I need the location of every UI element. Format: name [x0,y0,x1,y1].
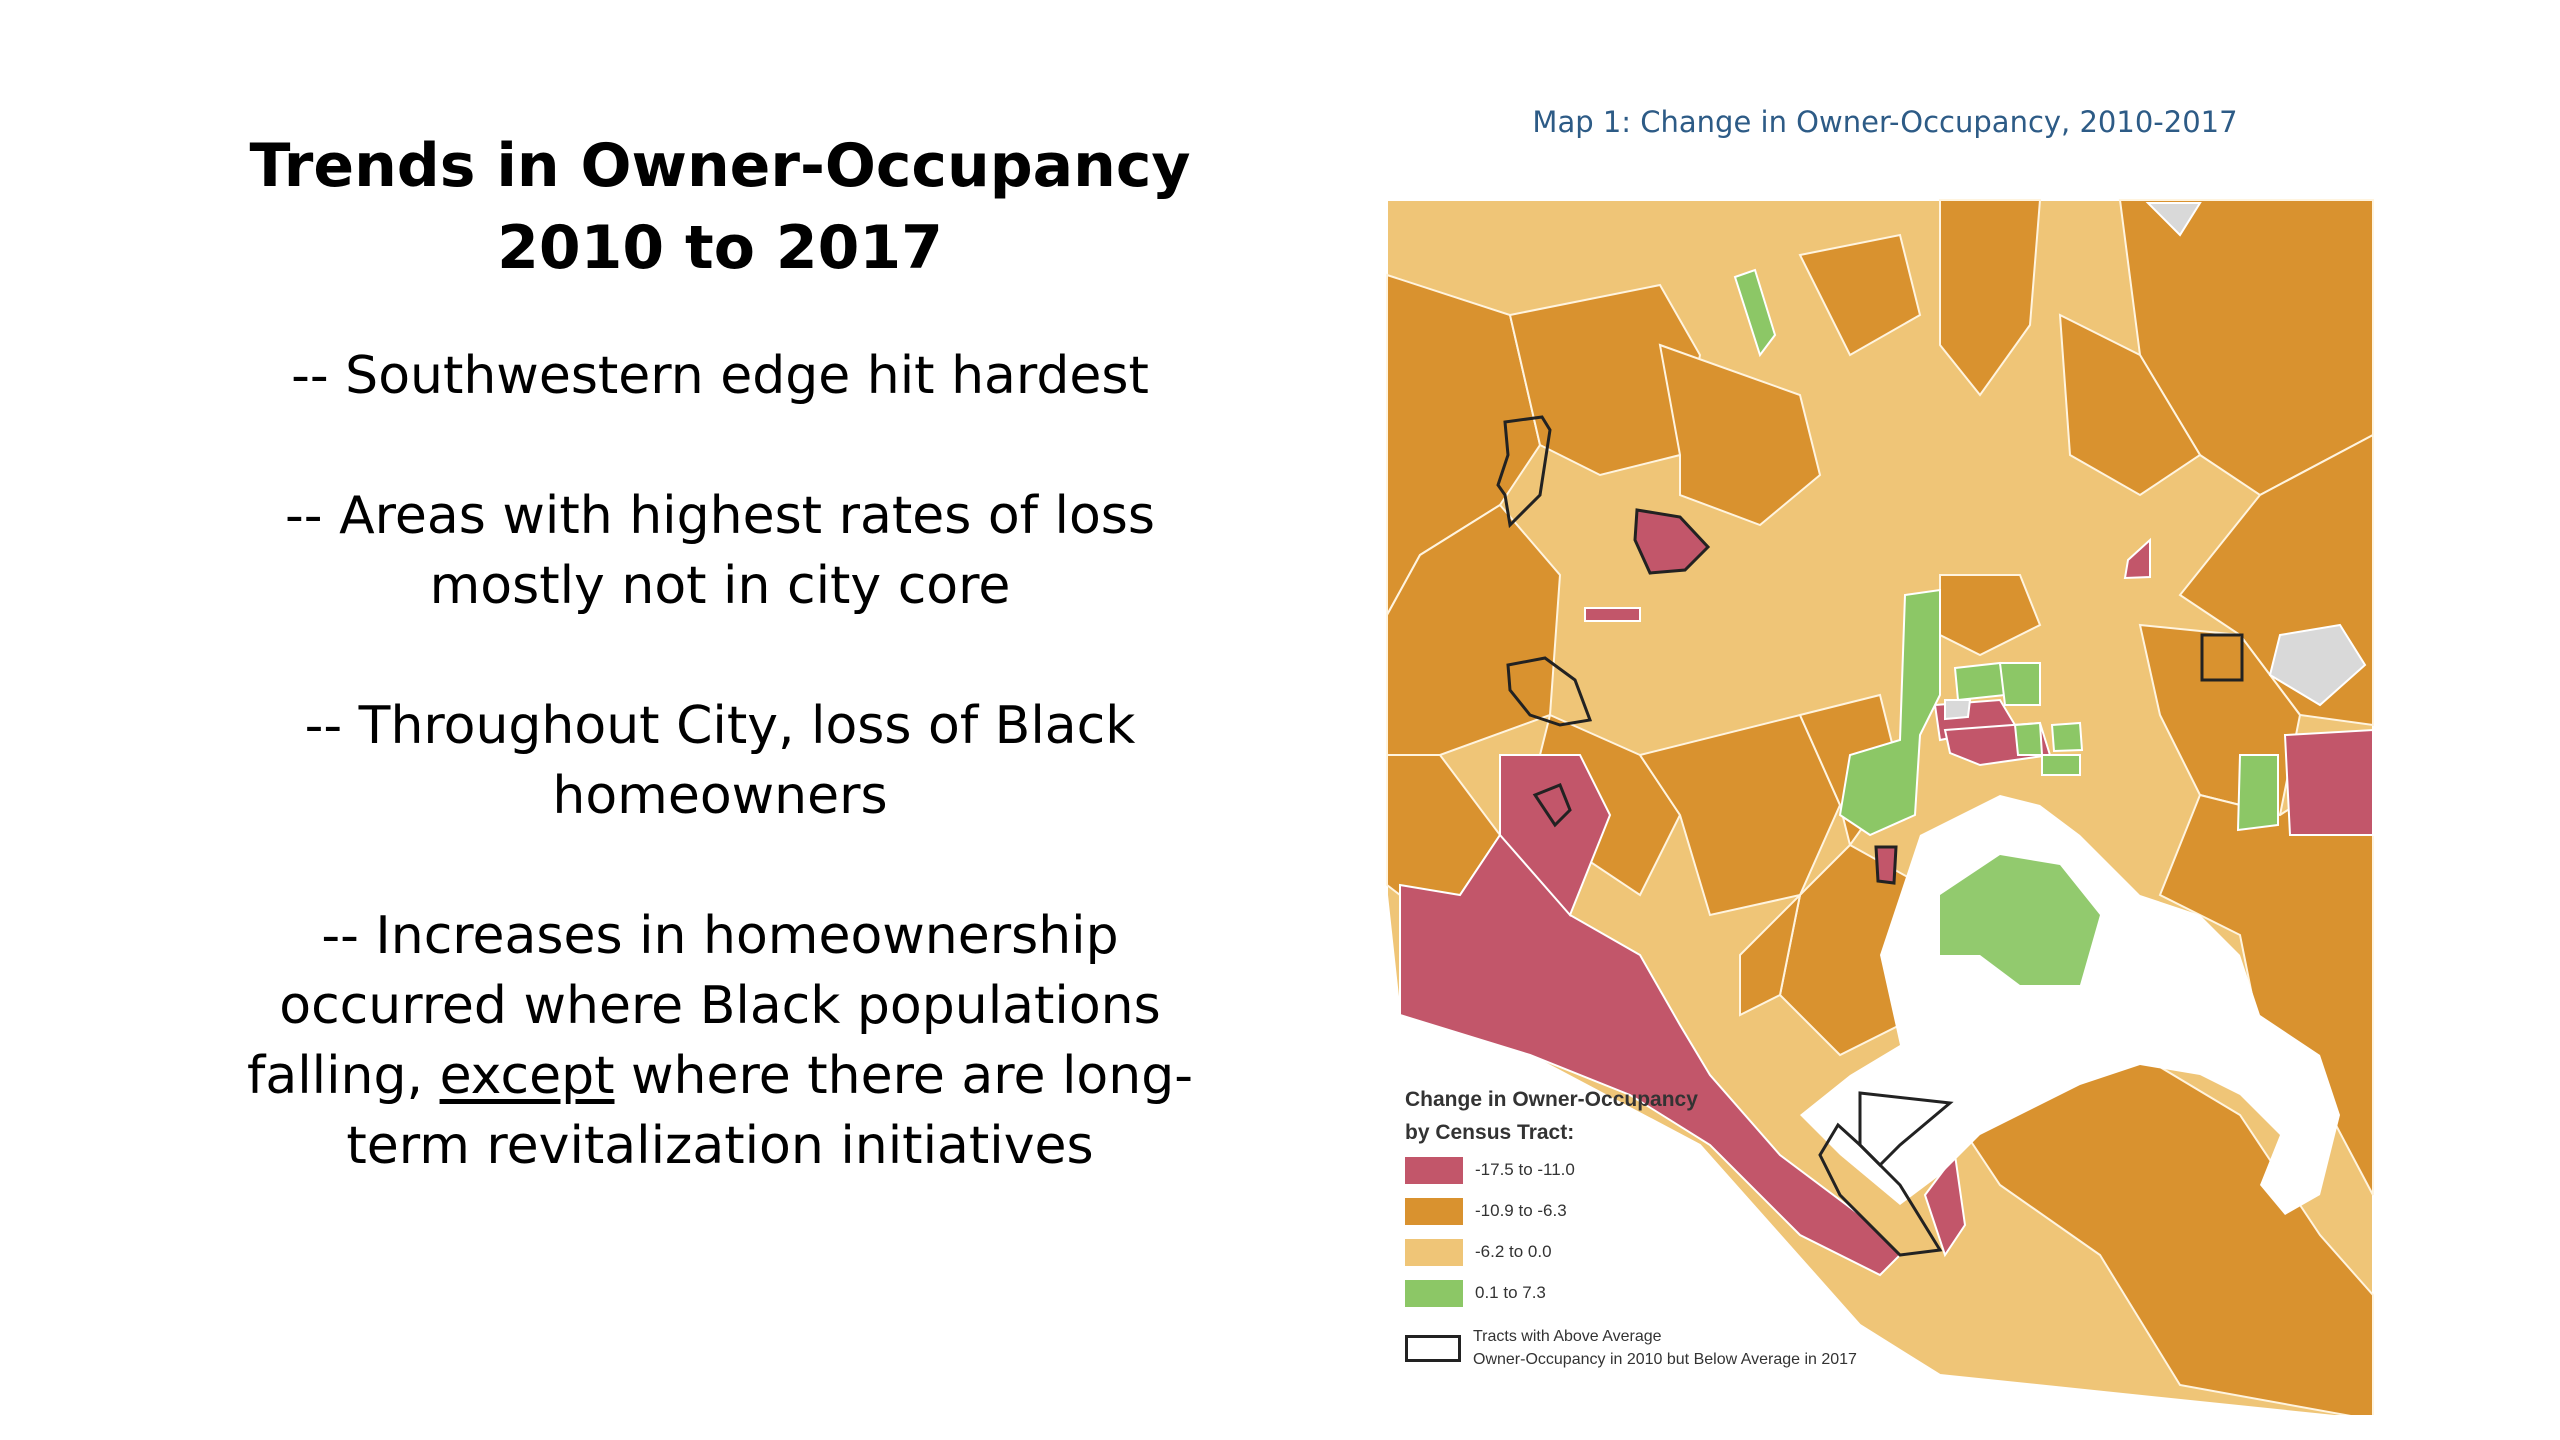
legend-outline-item: Tracts with Above Average Owner-Occupanc… [1405,1325,2005,1371]
slide-text-panel: Trends in Owner-Occupancy 2010 to 2017 -… [240,125,1200,1251]
legend-label: -6.2 to 0.0 [1475,1242,1552,1261]
bullet-increases-part2: where there are long-term revitalization… [346,1046,1193,1176]
slide-title: Trends in Owner-Occupancy 2010 to 2017 [240,125,1200,289]
legend-swatch-low-loss [1405,1238,1463,1266]
legend-outline-line1: Tracts with Above Average [1473,1328,1662,1345]
baltimore-tract-map [1386,199,2374,1415]
legend-item: 0.1 to 7.3 [1405,1273,2005,1313]
tracts-no-data [1944,202,2367,721]
legend-outline-label: Tracts with Above Average Owner-Occupanc… [1473,1325,1973,1371]
legend-title-line2: by Census Tract: [1405,1121,1575,1144]
legend-label: -17.5 to -11.0 [1475,1160,1575,1179]
bullet-increases-part1: -- Increases in homeownership occurred w… [247,906,1161,1106]
map-legend: Change in Owner-Occupancy by Census Trac… [1405,1083,2005,1371]
legend-swatch-outline [1405,1334,1461,1362]
legend-item: -10.9 to -6.3 [1405,1191,2005,1231]
slide-title-line1: Trends in Owner-Occupancy [249,131,1191,201]
legend-title-line1: Change in Owner-Occupancy [1405,1088,1698,1111]
map-title: Map 1: Change in Owner-Occupancy, 2010-2… [1532,105,2238,139]
slide-title-line2: 2010 to 2017 [497,213,943,283]
harbor-water [1800,795,2340,1215]
tracts-high-loss [1399,508,2374,1277]
tracts-outlined [1496,415,2244,1257]
legend-label: -10.9 to -6.3 [1475,1201,1567,1220]
legend-item: -17.5 to -11.0 [1405,1150,2005,1190]
legend-outline-line2: Owner-Occupancy in 2010 but Below Averag… [1473,1351,1857,1368]
bullet-list: -- Southwestern edge hit hardest -- Area… [240,341,1200,1181]
map-container [1380,195,2380,1415]
legend-swatch-mid-loss [1405,1197,1463,1225]
legend-swatch-high-loss [1405,1156,1463,1184]
bullet-increases-except: except [439,1046,615,1106]
bullet-black-homeowners: -- Throughout City, loss of Black homeow… [304,696,1136,826]
harbor-inner [1940,855,2100,985]
bullet-increases: -- Increases in homeownership occurred w… [240,901,1200,1181]
legend-item: -6.2 to 0.0 [1405,1232,2005,1272]
bullet-loss-areas: -- Areas with highest rates of loss most… [285,486,1155,616]
bullet-southwestern: -- Southwestern edge hit hardest [291,346,1149,406]
legend-title: Change in Owner-Occupancy by Census Trac… [1405,1083,2005,1149]
legend-swatch-gain [1405,1279,1463,1307]
legend-label: 0.1 to 7.3 [1475,1283,1546,1302]
